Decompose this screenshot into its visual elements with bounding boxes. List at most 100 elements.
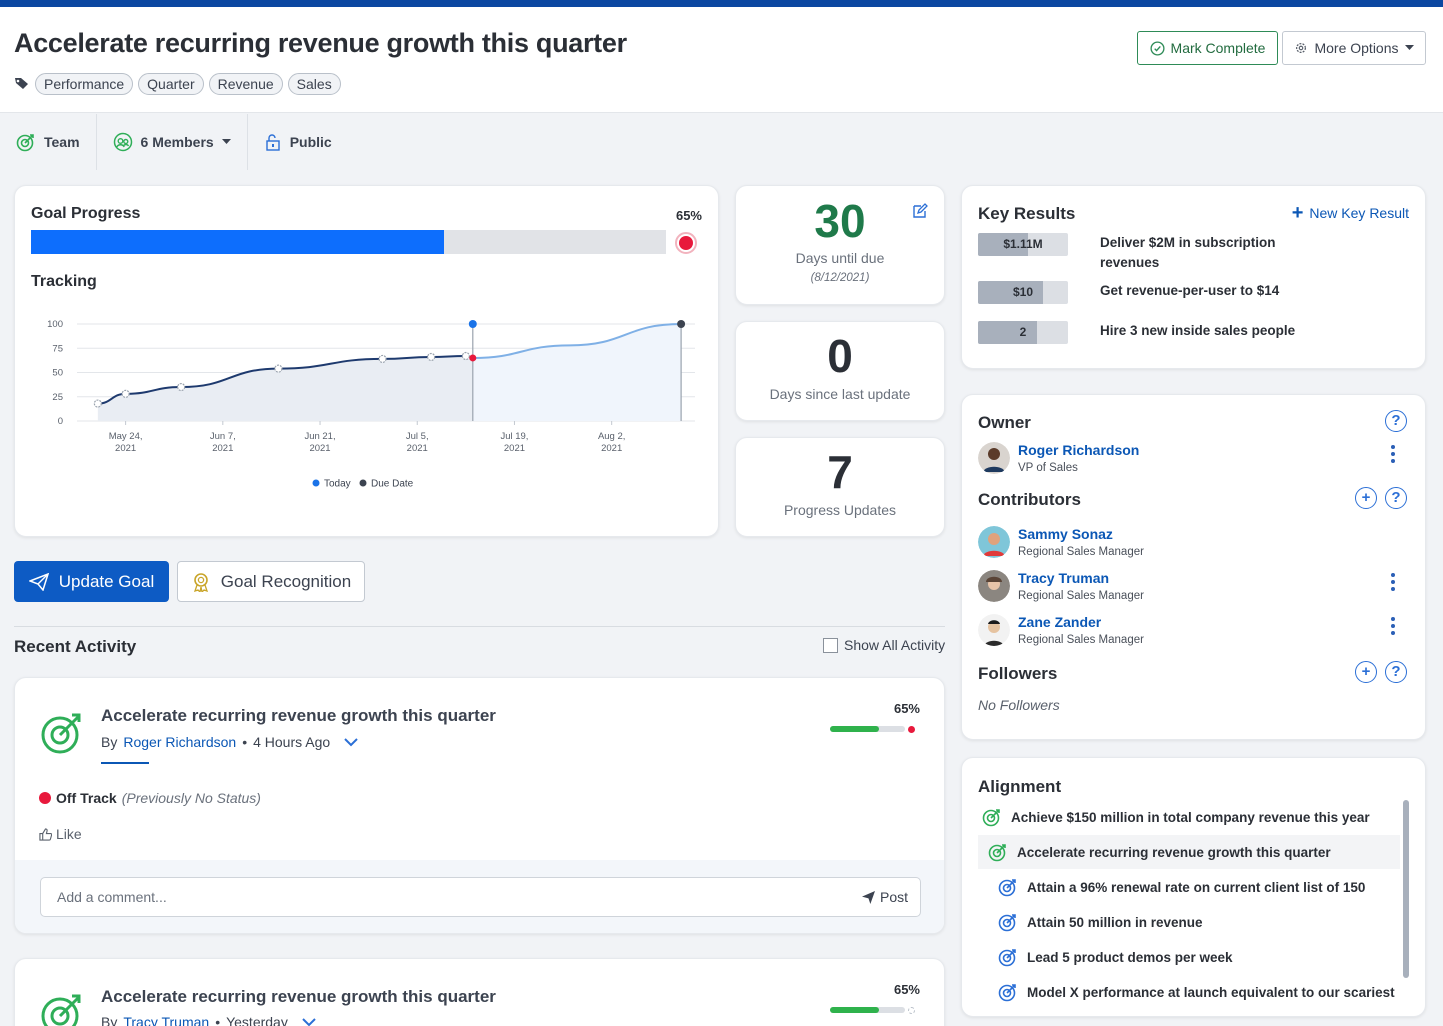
alignment-item[interactable]: Attain a 96% renewal rate on current cli… [998,877,1365,897]
goal-recognition-button[interactable]: Goal Recognition [177,561,365,602]
more-options-button[interactable]: More Options [1282,31,1426,65]
activity-progress-bar [830,1007,905,1013]
alignment-item-current[interactable]: Accelerate recurring revenue growth this… [988,842,1331,862]
alignment-scrollbar[interactable] [1403,800,1409,978]
lock-open-icon [266,134,280,151]
contributor-name-link[interactable]: Tracy Truman [1018,570,1110,586]
activity-progress-fill [830,1007,879,1013]
avatar[interactable] [978,570,1010,602]
update-goal-label: Update Goal [58,571,155,591]
update-goal-button[interactable]: Update Goal [14,561,169,602]
chevron-down-icon[interactable] [302,1017,316,1026]
tag-chip[interactable]: Sales [287,73,341,95]
key-result-text: Get revenue-per-user to $14 [1100,283,1280,298]
add-follower-icon[interactable]: + [1355,661,1377,683]
progress-bar [31,230,666,254]
post-label: Post [879,889,908,905]
alignment-item[interactable]: Model X performance at launch equivalent… [998,982,1395,1002]
current-point [469,354,477,362]
key-result-row[interactable]: $10 Get revenue-per-user to $14 [978,281,1300,304]
target-icon [982,809,1000,827]
post-button[interactable]: Post [861,889,908,905]
contributor-name-link[interactable]: Sammy Sonaz [1018,526,1113,542]
current-goal-highlight [978,835,1400,869]
data-point [177,382,186,392]
due-date: (8/12/2021) [810,272,870,284]
activity-title: Accelerate recurring revenue growth this… [101,987,496,1006]
legend-today-label: Today [324,479,351,490]
data-point [121,389,130,398]
alignment-item[interactable]: Achieve $150 million in total company re… [982,807,1370,827]
y-tick-label: 75 [52,343,63,354]
chevron-down-icon[interactable] [344,737,358,747]
more-menu-icon[interactable] [1391,617,1395,638]
like-button[interactable]: Like [39,826,82,842]
comment-input[interactable]: Add a comment... Post [40,877,921,917]
goal-progress-label: Goal Progress [31,205,141,222]
status-dot [908,726,915,733]
more-options-label: More Options [1314,40,1399,56]
author-link[interactable]: Roger Richardson [123,734,237,750]
show-all-checkbox[interactable] [823,637,838,653]
days-until-due-label: Days until due [795,250,885,266]
help-icon[interactable]: ? [1385,487,1407,509]
avatar[interactable] [978,526,1010,558]
tag-chip[interactable]: Revenue [208,73,283,95]
like-label: Like [56,826,82,842]
legend-due-date-label: Due Date [371,479,414,490]
team-indicator[interactable]: Team [0,114,96,170]
gear-icon [1296,42,1307,54]
alignment-item[interactable]: Lead 5 product demos per week [998,947,1233,967]
contributor-entry: Zane Zander Regional Sales Manager [978,614,1144,646]
key-result-row[interactable]: $1.11M Deliver $2M in subscription reven… [978,233,1300,273]
contributor-name-link[interactable]: Zane Zander [1018,614,1102,630]
comment-placeholder: Add a comment... [57,889,167,905]
by-label: By [101,1014,118,1026]
key-result-row[interactable]: 2 Hire 3 new inside sales people [978,321,1300,344]
mark-complete-button[interactable]: Mark Complete [1137,31,1278,65]
show-all-activity-toggle[interactable]: Show All Activity [823,637,945,653]
owner-name-link[interactable]: Roger Richardson [1018,442,1140,458]
legend-due-date-swatch [359,479,367,487]
avatar[interactable] [978,614,1010,646]
plus-icon: + [1291,202,1304,224]
days-since-update-label: Days since last update [769,386,911,402]
more-menu-icon[interactable] [1391,573,1395,594]
tag-chip[interactable]: Performance [35,73,134,95]
x-tick-label: 2021 [601,443,622,454]
more-menu-icon[interactable] [1391,445,1395,466]
tag-list: Performance Quarter Revenue Sales [14,73,341,95]
team-label: Team [44,134,80,150]
activity-time: Yesterday [226,1014,288,1026]
x-tick-label: 2021 [309,443,330,454]
award-icon [193,572,208,592]
visibility-indicator[interactable]: Public [248,114,348,170]
author-link[interactable]: Tracy Truman [123,1014,210,1026]
y-tick-label: 25 [52,392,63,403]
help-icon[interactable]: ? [1385,661,1407,683]
avatar[interactable] [978,442,1010,474]
contributors-heading: Contributors [978,490,1081,509]
alignment-item[interactable]: Attain 50 million in revenue [998,912,1203,932]
y-tick-label: 50 [52,368,63,379]
alignment-item-label: Accelerate recurring revenue growth this… [1017,844,1331,860]
page-title: Accelerate recurring revenue growth this… [14,28,627,58]
off-track-dot [39,792,51,804]
goal-progress-card: Goal Progress 65% Tracking 100 75 50 25 0 May… [14,185,719,537]
new-key-result-button[interactable]: + New Key Result [1291,202,1409,224]
status-line: Off Track (Previously No Status) [39,790,261,806]
comment-area: Add a comment... Post [15,860,944,933]
members-dropdown[interactable]: 6 Members [97,114,247,170]
target-icon [998,949,1016,967]
tag-chip[interactable]: Quarter [138,73,204,95]
recent-activity-heading: Recent Activity [14,637,137,656]
help-icon[interactable]: ? [1385,410,1407,432]
actual-line [97,355,473,405]
activity-title: Accelerate recurring revenue growth this… [101,706,496,725]
edit-icon[interactable] [912,203,928,219]
add-contributor-icon[interactable]: + [1355,487,1377,509]
thumbs-up-icon [39,827,52,841]
contributor-role: Regional Sales Manager [1018,546,1144,558]
x-tick-label: Jul 19, [500,431,528,442]
